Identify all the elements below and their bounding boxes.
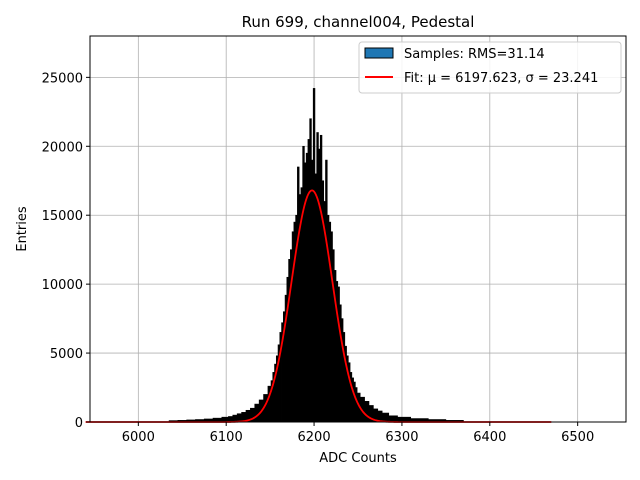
x-tick-label: 6300 — [385, 430, 418, 445]
y-axis-label: Entries — [15, 206, 30, 252]
x-axis-label: ADC Counts — [319, 451, 397, 466]
x-tick-label: 6200 — [298, 430, 331, 445]
histogram-bar — [254, 403, 260, 423]
y-tick-label: 0 — [75, 416, 83, 431]
y-tick-label: 15000 — [42, 209, 83, 224]
legend-box — [358, 41, 622, 94]
legend-fit-label: Fit: μ = 6197.623, σ = 23.241 — [404, 71, 598, 86]
plot-area — [90, 36, 626, 422]
x-tick-label: 6100 — [210, 430, 243, 445]
legend: Samples: RMS=31.14 Fit: μ = 6197.623, σ … — [358, 41, 622, 94]
y-axis-ticks: 0 5000 10000 15000 20000 25000 — [42, 71, 90, 431]
x-tick-label: 6000 — [122, 430, 155, 445]
plot-frame — [89, 35, 627, 423]
x-tick-label: 6500 — [561, 430, 594, 445]
chart-title: Run 699, channel004, Pedestal — [242, 13, 475, 31]
x-axis-ticks: 6000 6100 6200 6300 6400 6500 — [122, 422, 594, 445]
y-tick-label: 5000 — [50, 347, 83, 362]
y-tick-label: 10000 — [42, 278, 83, 293]
legend-samples-label: Samples: RMS=31.14 — [404, 47, 545, 62]
histogram-bars — [168, 88, 464, 423]
histogram-bar — [364, 401, 370, 423]
y-tick-label: 25000 — [42, 71, 83, 86]
x-tick-label: 6400 — [473, 430, 506, 445]
y-tick-label: 20000 — [42, 140, 83, 155]
legend-samples-swatch — [364, 47, 394, 59]
